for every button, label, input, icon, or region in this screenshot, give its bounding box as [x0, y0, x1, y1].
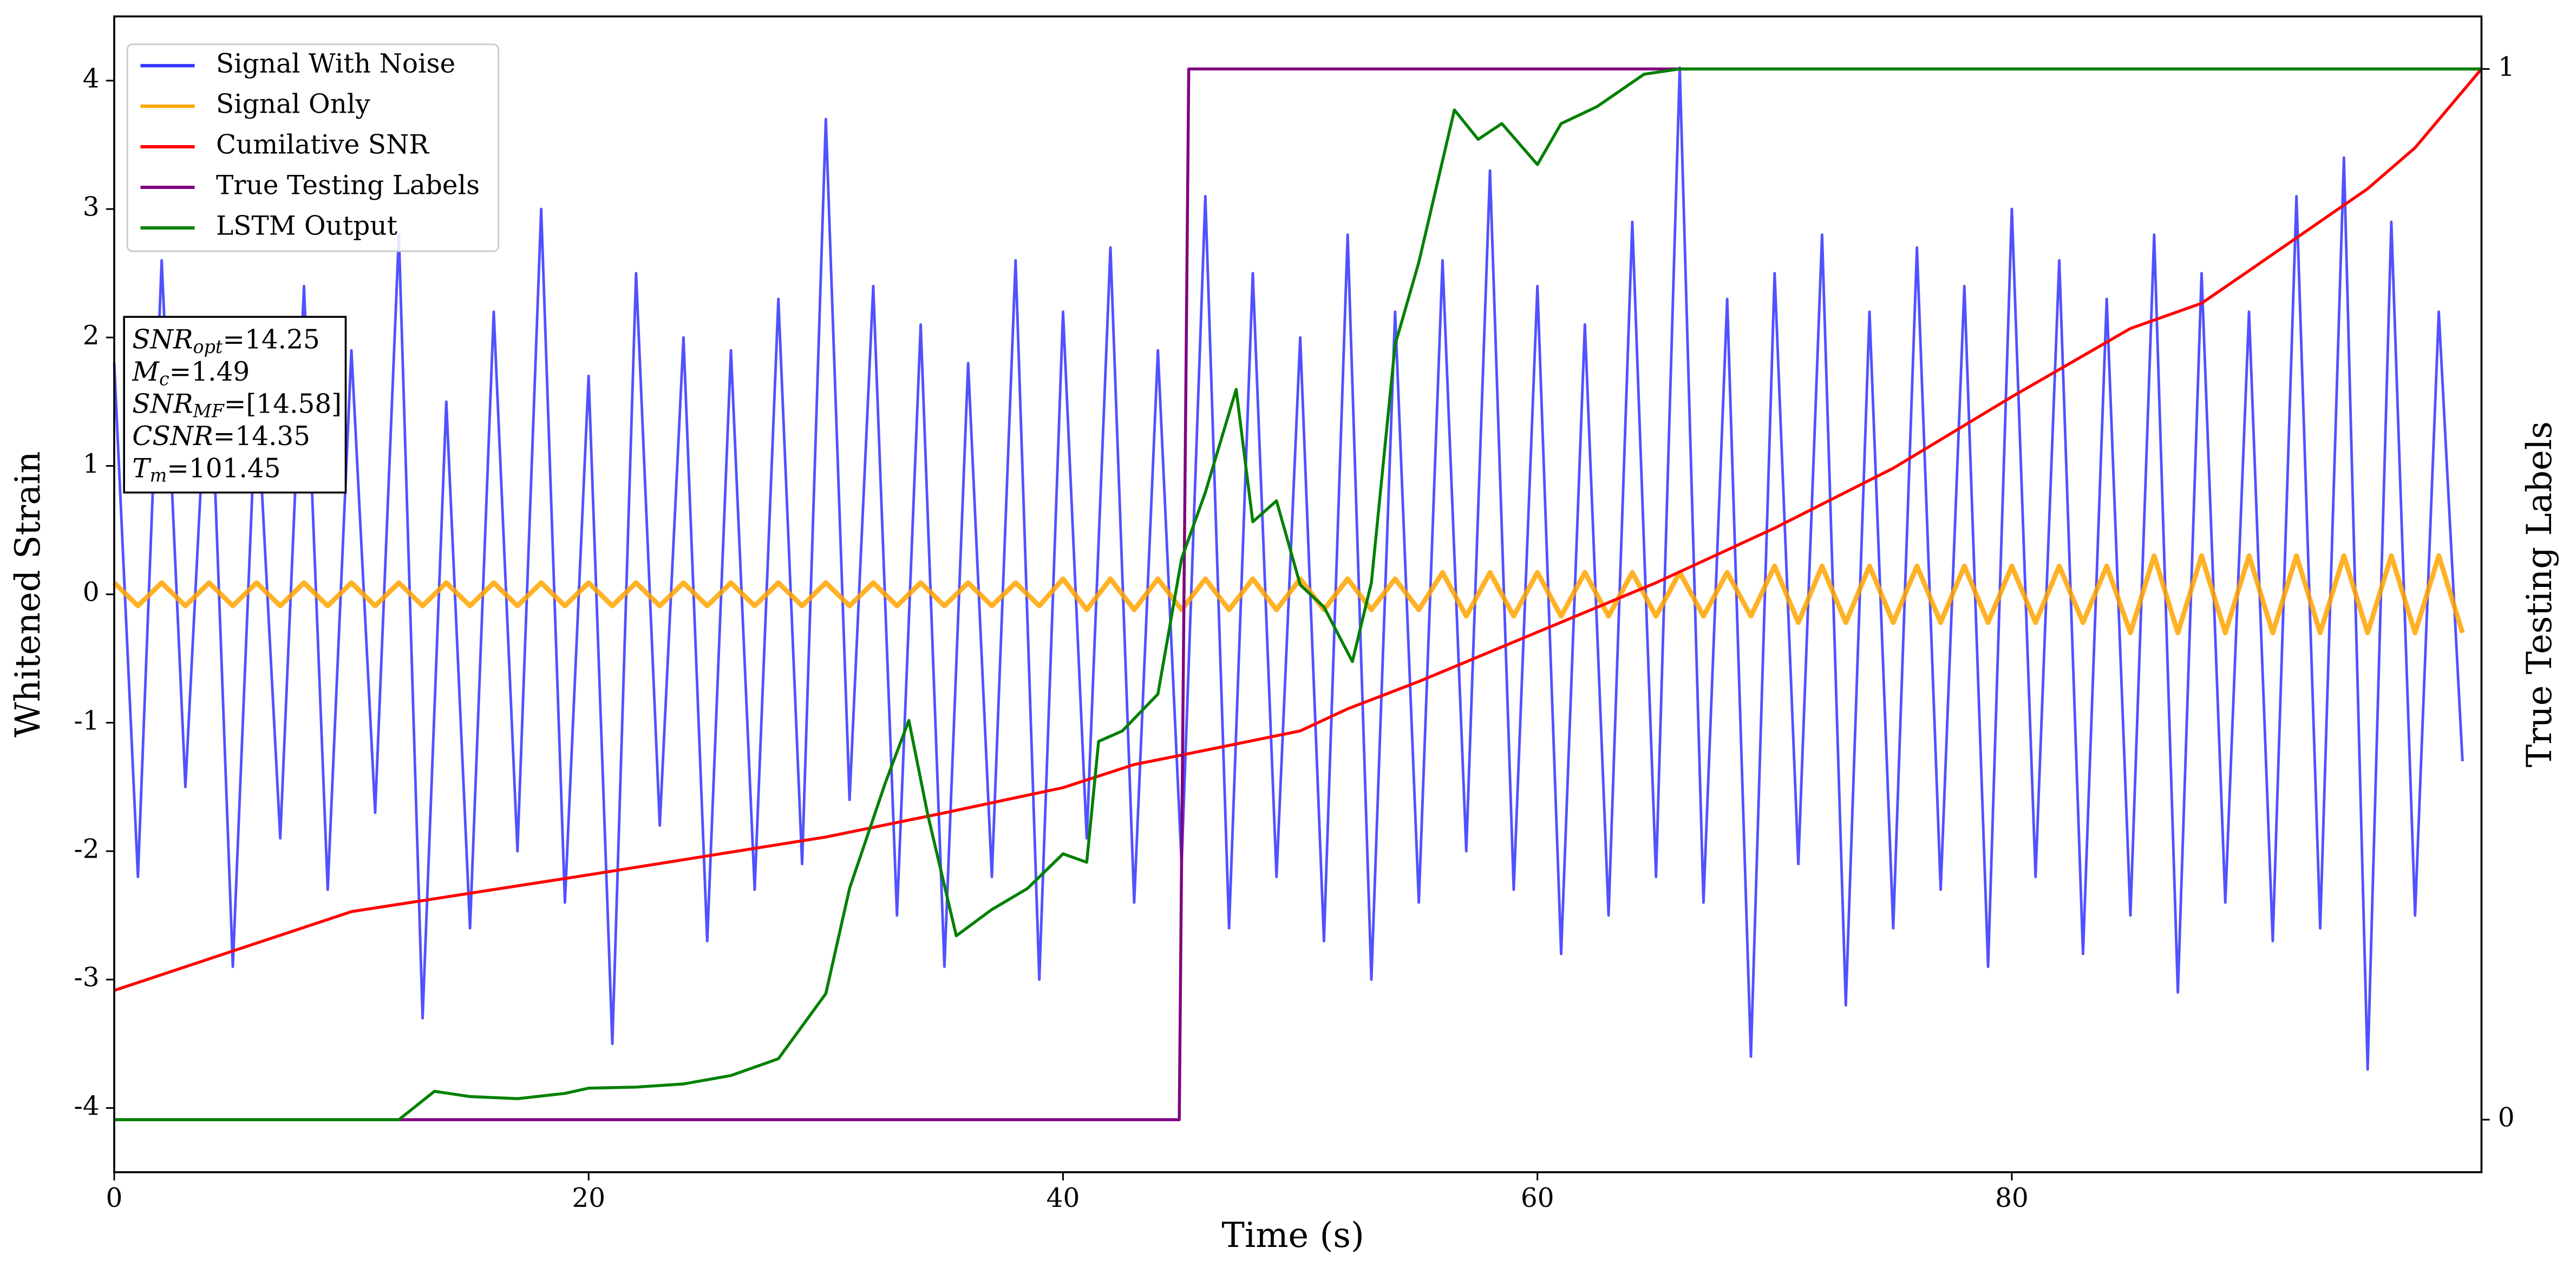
x-tick-label: 0: [106, 1183, 123, 1213]
y-axis-label: Whitened Strain: [8, 451, 48, 737]
annotation-line: SNRMF=[14.58]: [132, 389, 342, 422]
legend-frame: [126, 43, 500, 252]
annotation-box: SNRopt=14.25Mc=1.49SNRMF=[14.58]CSNR=14.…: [123, 316, 347, 494]
series-line: [112, 553, 2465, 636]
annotation-value: =1.49: [169, 357, 250, 387]
x-tick-label: 60: [1521, 1183, 1554, 1213]
x-tick-label: 80: [1995, 1183, 2029, 1213]
annotation-line: SNRopt=14.25: [132, 324, 320, 357]
x-axis-label: Time (s): [1221, 1216, 1364, 1256]
y2-axis-label: True Testing Labels: [2520, 421, 2560, 767]
y2-tick-label: 0: [2498, 1102, 2515, 1133]
legend-label: LSTM Output: [216, 211, 398, 241]
legend-label: Cumilative SNR: [216, 130, 429, 160]
annotation-symbol: SNR: [132, 389, 193, 419]
annotation-symbol: M: [132, 357, 160, 387]
legend-label: Signal With Noise: [216, 49, 455, 79]
annotation-value: =14.35: [213, 421, 310, 451]
series-line: [114, 68, 2483, 992]
annotation-subscript: c: [159, 368, 169, 389]
y-tick-label: 0: [83, 577, 100, 607]
plot-area: [112, 66, 2483, 1121]
y-tick-label: 1: [83, 449, 100, 479]
y-tick-label: 3: [83, 192, 100, 223]
y-tick-label: -3: [74, 963, 99, 993]
y-tick-label: -2: [74, 834, 99, 865]
annotation-symbol: SNR: [132, 324, 193, 355]
legend-label: Signal Only: [216, 89, 370, 120]
annotation-symbol: T: [132, 453, 152, 484]
x-tick-label: 20: [572, 1183, 605, 1213]
annotation-value: =[14.58]: [224, 389, 342, 419]
annotation-value: =101.45: [167, 453, 280, 484]
x-tick-label: 40: [1047, 1183, 1080, 1213]
series-line: [114, 67, 2482, 1121]
y-tick-label: -4: [74, 1091, 99, 1121]
annotation-subscript: m: [150, 465, 167, 486]
series-line: [113, 66, 2464, 1071]
annotation-frame: [123, 316, 347, 494]
annotation-value: =14.25: [223, 324, 319, 355]
annotation-symbol: CSNR: [132, 421, 213, 451]
y-tick-label: -1: [74, 705, 99, 736]
legend: Signal With Noise Signal Only Cumilative S…: [126, 43, 500, 252]
annotation-line: Mc=1.49: [132, 357, 250, 390]
y2-tick-label: 1: [2498, 52, 2515, 82]
y-tick-label: 2: [83, 321, 100, 351]
y-tick-label: 4: [83, 63, 100, 94]
annotation-subscript: MF: [193, 401, 225, 422]
legend-label: True Testing Labels: [216, 170, 480, 200]
annotation-line: Tm=101.45: [132, 453, 280, 486]
annotation-line: CSNR=14.35: [132, 421, 310, 451]
annotation-subscript: opt: [193, 336, 223, 357]
